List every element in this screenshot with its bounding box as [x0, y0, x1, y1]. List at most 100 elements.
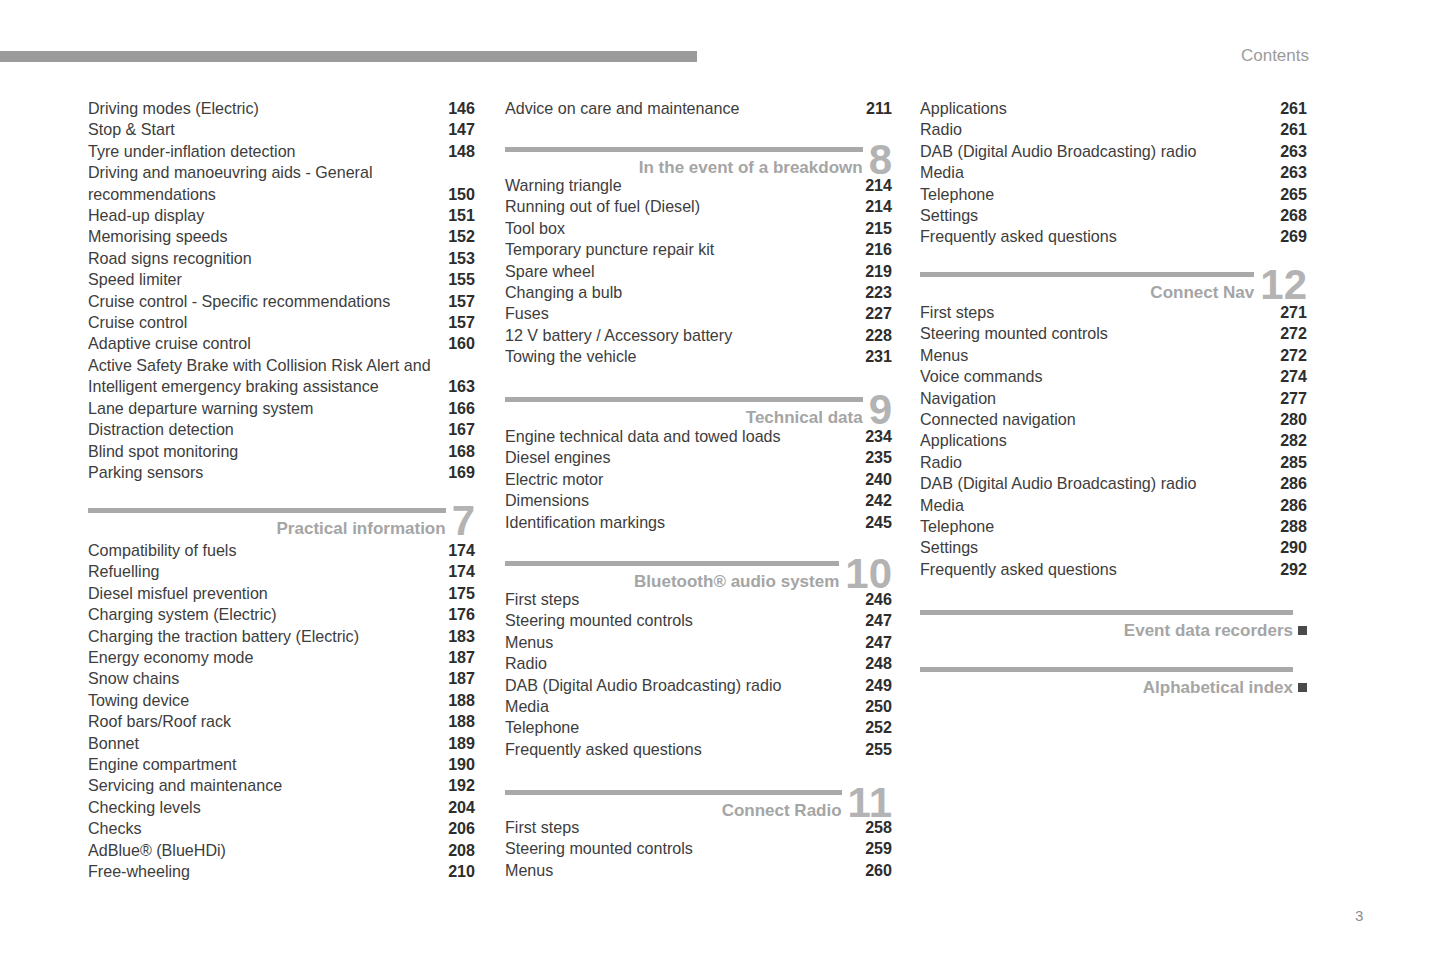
toc-entry: Menus247	[505, 632, 892, 653]
toc-entry-page: 174	[448, 561, 475, 582]
section-header-technical-data: Technical data 9	[505, 397, 892, 428]
toc-entry: Servicing and maintenance192	[88, 775, 475, 796]
toc-entry: First steps258	[505, 817, 892, 838]
toc-entry-page: 175	[448, 583, 475, 604]
toc-entry-page: 168	[448, 441, 475, 462]
page-number: 3	[1355, 907, 1363, 924]
toc-entry-page: 271	[1280, 302, 1307, 323]
toc-entry-page: 190	[448, 754, 475, 775]
toc-entry-label: Radio	[505, 653, 857, 674]
section-number: 11	[848, 790, 892, 816]
toc-entry-label: Checking levels	[88, 797, 440, 818]
toc-entry-label: Cruise control	[88, 312, 440, 333]
section-bar	[920, 272, 1254, 277]
section-title: Practical information	[88, 519, 446, 539]
toc-entry: Active Safety Brake with Collision Risk …	[88, 355, 475, 398]
toc-entry-label: Telephone	[920, 516, 1272, 537]
toc-entry-label: Driving and manoeuvring aids - General r…	[88, 162, 440, 205]
toc-entry-page: 147	[448, 119, 475, 140]
toc-entry: Radio 248	[505, 653, 892, 674]
toc-entry-label: Spare wheel	[505, 261, 857, 282]
toc-entry: Applications282	[920, 430, 1307, 451]
toc-entries-block: Driving modes (Electric)146Stop & Start 1…	[88, 98, 475, 483]
toc-entry-page: 274	[1280, 366, 1307, 387]
toc-entry-page: 269	[1280, 226, 1307, 247]
toc-column-1: Driving modes (Electric)146Stop & Start 1…	[88, 0, 475, 964]
toc-entry-page: 263	[1280, 141, 1307, 162]
toc-entry-label: Charging the traction battery (Electric)	[88, 626, 440, 647]
toc-entry: Snow chains187	[88, 668, 475, 689]
toc-entry: Media286	[920, 495, 1307, 516]
toc-entry-page: 153	[448, 248, 475, 269]
toc-entry-label: Active Safety Brake with Collision Risk …	[88, 355, 440, 398]
toc-entry-label: Tyre under-inflation detection	[88, 141, 440, 162]
toc-entry-label: Memorising speeds	[88, 226, 440, 247]
toc-entry-label: Dimensions	[505, 490, 857, 511]
toc-entry-label: Settings	[920, 205, 1272, 226]
toc-entry-page: 167	[448, 419, 475, 440]
section-end-square-icon	[1298, 626, 1307, 635]
toc-entry-label: Voice commands	[920, 366, 1272, 387]
toc-entry-page: 219	[865, 261, 892, 282]
toc-entry: Checking levels 204	[88, 797, 475, 818]
toc-entry-label: Steering mounted controls	[920, 323, 1272, 344]
toc-entry-label: Settings	[920, 537, 1272, 558]
section-end-square-icon	[1298, 683, 1307, 692]
toc-column-3: Applications261Radio261DAB (Digital Audi…	[920, 0, 1307, 964]
toc-entry: Steering mounted controls259	[505, 838, 892, 859]
toc-entry-page: 288	[1280, 516, 1307, 537]
toc-entry-page: 235	[865, 447, 892, 468]
toc-entry-label: Applications	[920, 98, 1272, 119]
section-bar	[505, 147, 863, 152]
toc-entry-label: Fuses	[505, 303, 857, 324]
section-header-connect-nav: Connect Nav 12	[920, 272, 1307, 303]
toc-entry: Steering mounted controls247	[505, 610, 892, 631]
toc-entry-label: First steps	[505, 589, 857, 610]
toc-entry: First steps246	[505, 589, 892, 610]
toc-entry-page: 174	[448, 540, 475, 561]
toc-entry: Media263	[920, 162, 1307, 183]
toc-entry-page: 282	[1280, 430, 1307, 451]
toc-entry: Frequently asked questions255	[505, 739, 892, 760]
toc-entry: Driving modes (Electric)146	[88, 98, 475, 119]
section-bar	[88, 508, 446, 513]
toc-entry-label: First steps	[920, 302, 1272, 323]
toc-entry-label: Stop & Start	[88, 119, 440, 140]
toc-entry: Bonnet189	[88, 733, 475, 754]
toc-entry-page: 245	[865, 512, 892, 533]
toc-entry-page: 192	[448, 775, 475, 796]
toc-entry: Menus272	[920, 345, 1307, 366]
toc-entry-label: Diesel misfuel prevention	[88, 583, 440, 604]
toc-entry-label: Menus	[505, 632, 857, 653]
toc-entry-label: Cruise control - Specific recommendation…	[88, 291, 440, 312]
toc-entry-page: 277	[1280, 388, 1307, 409]
toc-entry-label: Compatibility of fuels	[88, 540, 440, 561]
section-header-event-data-recorders: Event data recorders	[920, 610, 1307, 641]
toc-entry-page: 248	[865, 653, 892, 674]
toc-entry-label: Adaptive cruise control	[88, 333, 440, 354]
toc-entry: Telephone265	[920, 184, 1307, 205]
toc-entry-page: 223	[865, 282, 892, 303]
toc-entry: Adaptive cruise control160	[88, 333, 475, 354]
toc-entry-page: 261	[1280, 98, 1307, 119]
toc-entry: Identification markings245	[505, 512, 892, 533]
toc-entry-page: 187	[448, 668, 475, 689]
toc-entry: DAB (Digital Audio Broadcasting) radio26…	[920, 141, 1307, 162]
toc-entry-page: 265	[1280, 184, 1307, 205]
toc-entry-label: Navigation	[920, 388, 1272, 409]
toc-entry: Stop & Start 147	[88, 119, 475, 140]
toc-entry: Diesel misfuel prevention 175	[88, 583, 475, 604]
toc-entry: Cruise control157	[88, 312, 475, 333]
toc-entry-label: AdBlue® (BlueHDi)	[88, 840, 440, 861]
toc-entry-page: 148	[448, 141, 475, 162]
toc-entry: Tool box215	[505, 218, 892, 239]
toc-entry-label: Media	[505, 696, 857, 717]
toc-entry-page: 204	[448, 797, 475, 818]
toc-entry-label: Temporary puncture repair kit	[505, 239, 857, 260]
toc-entry: Warning triangle214	[505, 175, 892, 196]
section-bar	[505, 561, 839, 566]
toc-entry-page: 252	[865, 717, 892, 738]
section-bar	[505, 397, 863, 402]
toc-entry-label: Electric motor	[505, 469, 857, 490]
toc-entry: Advice on care and maintenance211	[505, 98, 892, 119]
